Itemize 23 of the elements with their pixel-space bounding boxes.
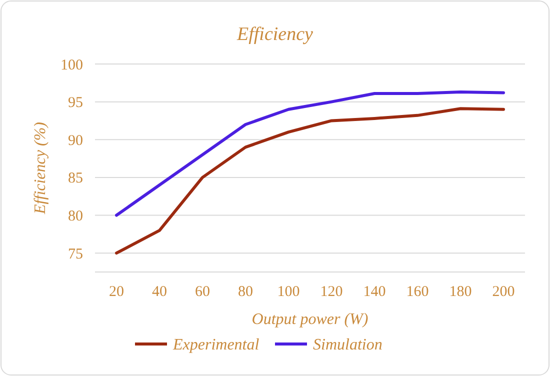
legend-label: Simulation [313,336,382,354]
x-tick-label: 20 [109,284,124,300]
x-tick-label: 100 [277,284,300,300]
x-tick-label: 180 [449,284,472,300]
x-tick-label: 60 [195,284,210,300]
y-tick-label: 90 [68,132,83,149]
x-axis-title: Output power (W) [252,311,368,328]
y-tick-label: 85 [68,170,83,187]
line-series [115,107,505,255]
x-tick-label: 160 [406,284,429,300]
x-tick-label: 200 [492,284,515,300]
y-tick-label: 80 [68,208,83,225]
y-tick-label: 95 [68,95,83,112]
x-tick-label: 140 [363,284,386,300]
y-tick-label: 75 [68,246,83,262]
chart-title: Efficiency [236,24,314,45]
x-tick-label: 40 [152,284,167,300]
y-axis-title: Efficiency (%) [32,122,49,215]
y-tick-label: 100 [60,57,83,74]
x-tick-label: 80 [238,284,253,300]
legend-label: Experimental [172,336,260,354]
x-tick-label: 120 [320,284,343,300]
line-series [115,90,505,217]
